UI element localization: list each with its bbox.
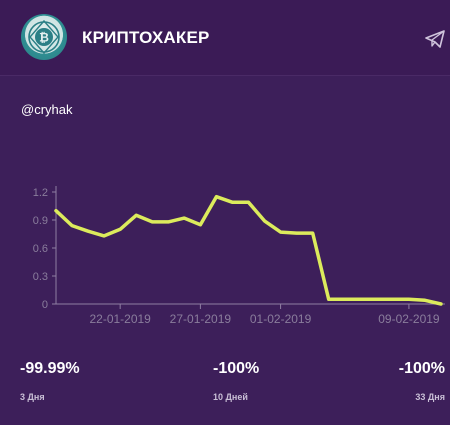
stat-period: 3 Дня — [20, 392, 45, 402]
y-tick-label: 0.9 — [33, 215, 48, 227]
y-tick-label: 0 — [42, 299, 48, 311]
channel-handle[interactable]: @cryhak — [21, 102, 73, 117]
x-tick-label: 27-01-2019 — [170, 312, 232, 326]
y-tick-label: 0.3 — [33, 271, 48, 283]
stat-value: -100% — [213, 360, 260, 377]
data-point — [199, 223, 202, 226]
stat-3-days: -99.99% 3 Дня — [20, 360, 80, 402]
channel-title: КРИПТОХАКЕР — [82, 28, 210, 47]
data-point — [295, 231, 298, 235]
y-tick-label: 0.6 — [33, 243, 48, 255]
stat-value: -99.99% — [20, 360, 80, 377]
data-point — [375, 298, 379, 301]
stat-10-days: -100% 10 Дней — [213, 360, 259, 402]
data-point — [231, 201, 234, 204]
telegram-send-icon[interactable] — [425, 30, 445, 48]
data-point — [70, 224, 74, 227]
x-tick-label: 22-01-2019 — [89, 312, 151, 326]
data-point — [215, 195, 218, 198]
stat-value: -100% — [398, 360, 445, 377]
svg-text:₿: ₿ — [39, 31, 49, 45]
data-point — [391, 298, 395, 301]
data-point — [407, 298, 411, 301]
data-point — [311, 231, 314, 235]
x-tick-label: 01-02-2019 — [250, 312, 312, 326]
data-point — [439, 302, 443, 306]
stat-period: 33 Дня — [415, 392, 445, 402]
data-point — [359, 298, 362, 301]
data-point — [86, 230, 90, 233]
data-point — [263, 219, 266, 223]
x-tick-label: 09-02-2019 — [378, 312, 440, 326]
channel-header: ₿ КРИПТОХАКЕР — [0, 0, 450, 76]
price-series-line — [54, 194, 443, 306]
data-point — [118, 228, 122, 231]
price-line-chart: 0 0.3 0.6 0.9 1.2 22-01-2019 27-01-2019 01-02-2… — [33, 186, 445, 326]
stat-33-days: -100% 33 Дня — [399, 360, 445, 402]
data-point — [151, 220, 154, 224]
data-point — [343, 298, 346, 301]
data-point — [423, 299, 427, 302]
data-point — [54, 209, 58, 212]
data-point — [247, 201, 250, 204]
data-point — [167, 220, 170, 224]
data-point — [183, 216, 186, 220]
bitcoin-emblem-icon: ₿ — [28, 19, 60, 55]
data-point — [135, 214, 138, 217]
avatar[interactable]: ₿ — [21, 14, 67, 60]
data-point — [102, 234, 106, 238]
y-tick-label: 1.2 — [33, 187, 48, 199]
data-point — [327, 298, 330, 301]
data-point — [279, 230, 282, 234]
stat-period: 10 Дней — [213, 392, 248, 402]
